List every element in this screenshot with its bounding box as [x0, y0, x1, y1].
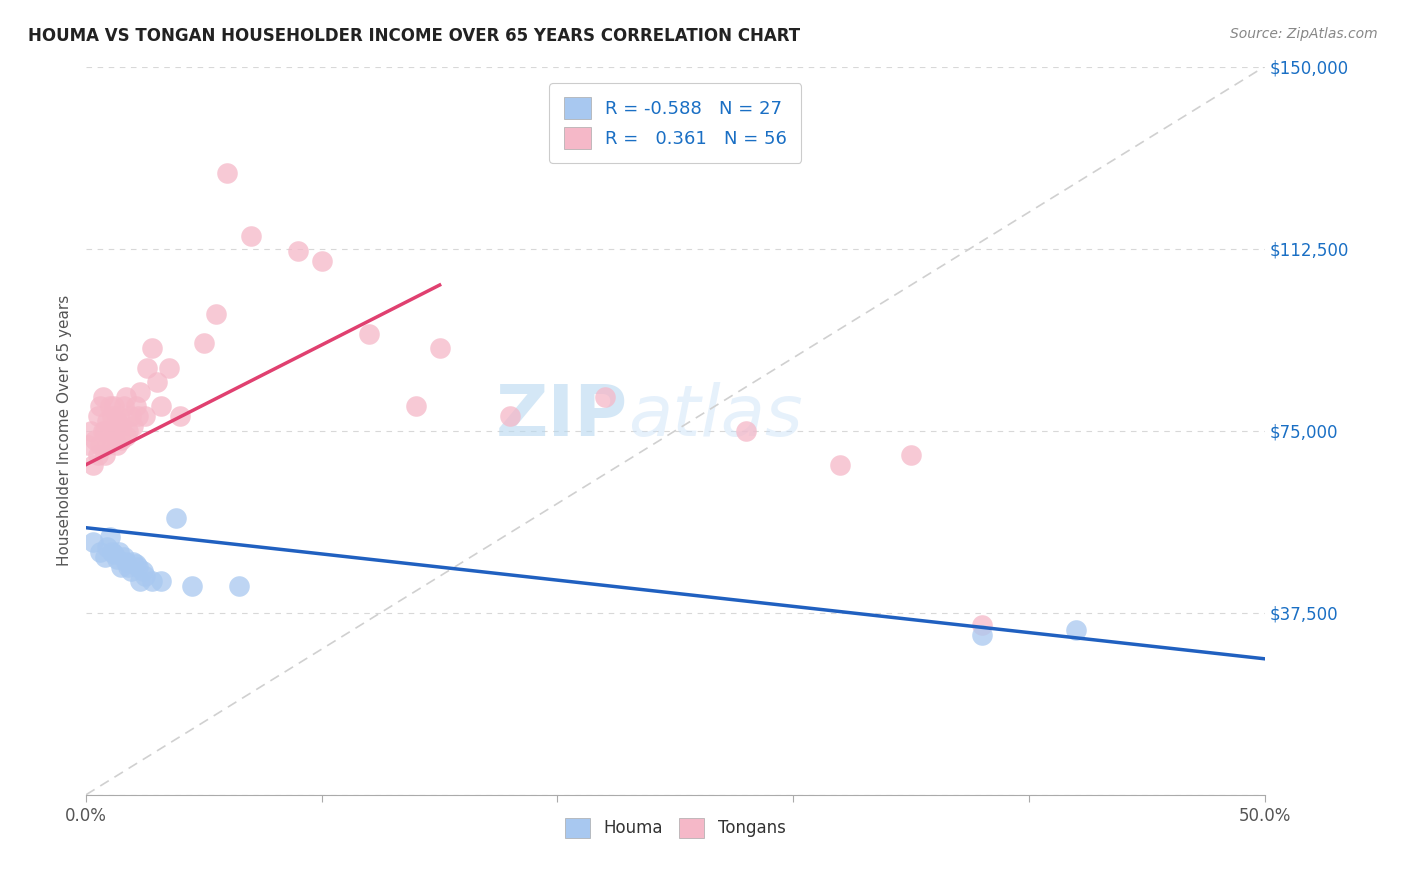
Point — [593, 390, 616, 404]
Text: HOUMA VS TONGAN HOUSEHOLDER INCOME OVER 65 YEARS CORRELATION CHART: HOUMA VS TONGAN HOUSEHOLDER INCOME OVER … — [28, 27, 800, 45]
Point — [112, 400, 135, 414]
Point — [499, 409, 522, 423]
Point — [91, 390, 114, 404]
Point — [120, 565, 142, 579]
Point — [181, 579, 204, 593]
Point — [108, 409, 131, 423]
Point — [96, 438, 118, 452]
Text: Source: ZipAtlas.com: Source: ZipAtlas.com — [1230, 27, 1378, 41]
Point — [150, 574, 173, 588]
Point — [165, 511, 187, 525]
Point — [228, 579, 250, 593]
Point — [110, 559, 132, 574]
Point — [169, 409, 191, 423]
Point — [157, 360, 180, 375]
Point — [94, 424, 117, 438]
Point — [89, 545, 111, 559]
Point — [96, 414, 118, 428]
Point — [193, 336, 215, 351]
Point — [117, 559, 139, 574]
Point — [120, 409, 142, 423]
Point — [94, 549, 117, 564]
Point — [141, 341, 163, 355]
Point — [87, 448, 110, 462]
Point — [94, 448, 117, 462]
Point — [134, 569, 156, 583]
Point — [89, 400, 111, 414]
Point — [830, 458, 852, 472]
Point — [287, 244, 309, 258]
Point — [77, 438, 100, 452]
Point — [82, 458, 104, 472]
Point — [127, 559, 149, 574]
Point — [115, 428, 138, 442]
Point — [311, 253, 333, 268]
Text: atlas: atlas — [628, 382, 803, 450]
Point — [131, 565, 153, 579]
Point — [1064, 623, 1087, 637]
Point — [96, 540, 118, 554]
Point — [105, 414, 128, 428]
Point — [357, 326, 380, 341]
Point — [129, 384, 152, 399]
Point — [105, 438, 128, 452]
Point — [124, 400, 146, 414]
Point — [134, 409, 156, 423]
Point — [115, 390, 138, 404]
Point — [405, 400, 427, 414]
Point — [735, 424, 758, 438]
Point — [87, 409, 110, 423]
Point — [103, 424, 125, 438]
Point — [136, 360, 159, 375]
Point — [110, 434, 132, 448]
Point — [204, 307, 226, 321]
Point — [101, 409, 124, 423]
Point — [127, 409, 149, 423]
Point — [146, 375, 169, 389]
Point — [112, 549, 135, 564]
Point — [80, 424, 103, 438]
Point — [141, 574, 163, 588]
Point — [115, 555, 138, 569]
Point — [101, 545, 124, 559]
Legend: Houma, Tongans: Houma, Tongans — [558, 811, 793, 845]
Point — [124, 557, 146, 571]
Point — [117, 424, 139, 438]
Point — [103, 400, 125, 414]
Point — [150, 400, 173, 414]
Text: ZIP: ZIP — [496, 382, 628, 450]
Point — [122, 555, 145, 569]
Point — [101, 434, 124, 448]
Point — [110, 418, 132, 433]
Point — [900, 448, 922, 462]
Point — [217, 166, 239, 180]
Point — [129, 574, 152, 588]
Point — [122, 418, 145, 433]
Point — [82, 535, 104, 549]
Point — [84, 434, 107, 448]
Point — [103, 548, 125, 562]
Point — [98, 400, 121, 414]
Point — [91, 424, 114, 438]
Point — [98, 531, 121, 545]
Point — [240, 229, 263, 244]
Point — [98, 424, 121, 438]
Point — [970, 617, 993, 632]
Point — [108, 545, 131, 559]
Point — [970, 627, 993, 641]
Point — [429, 341, 451, 355]
Y-axis label: Householder Income Over 65 years: Householder Income Over 65 years — [58, 295, 72, 566]
Point — [89, 438, 111, 452]
Point — [105, 552, 128, 566]
